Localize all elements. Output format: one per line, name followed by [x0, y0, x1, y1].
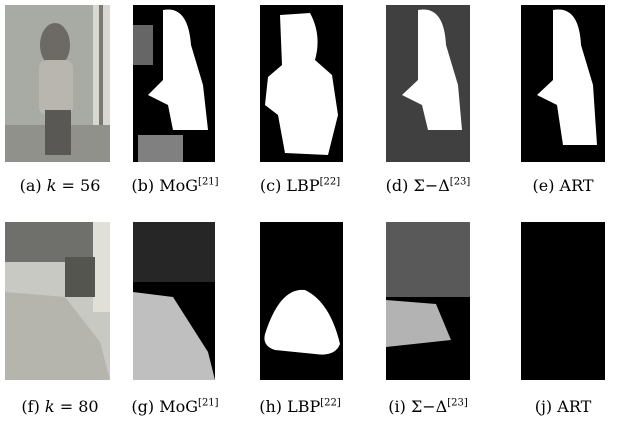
caption: (f) k = 80 — [21, 397, 98, 416]
caption-citation: [22] — [320, 177, 341, 188]
mask-image — [386, 5, 470, 162]
caption-citation: [21] — [198, 177, 219, 188]
caption: (e) ART — [532, 176, 593, 195]
caption: (d) Σ−Δ[23] — [386, 176, 471, 195]
caption: (b) MoG[21] — [131, 176, 218, 195]
caption-text: = 80 — [60, 397, 99, 416]
caption: (i) Σ−Δ[23] — [388, 397, 468, 416]
caption-citation: [23] — [447, 398, 468, 409]
caption-label: (e) — [532, 176, 554, 195]
caption: (j) ART — [535, 397, 592, 416]
caption-label: (i) — [388, 397, 406, 416]
caption-text: LBP — [286, 176, 319, 195]
mask-image — [133, 222, 215, 380]
mask-image — [260, 222, 343, 380]
caption-text: ART — [557, 397, 591, 416]
caption-label: (d) — [386, 176, 409, 195]
mask-image — [386, 222, 470, 380]
caption-label: (f) — [21, 397, 39, 416]
caption-text: LBP — [287, 397, 320, 416]
mask-image — [260, 5, 343, 162]
frame-image — [5, 222, 110, 380]
caption: (g) MoG[21] — [131, 397, 218, 416]
caption-label: (c) — [260, 176, 281, 195]
caption-label: (b) — [131, 176, 154, 195]
caption: (c) LBP[22] — [260, 176, 340, 195]
caption: (h) LBP[22] — [259, 397, 341, 416]
caption-label: (g) — [131, 397, 154, 416]
caption-text: MoG — [159, 176, 198, 195]
caption-label: (h) — [259, 397, 282, 416]
caption-text: MoG — [159, 397, 198, 416]
caption-citation: [23] — [450, 177, 471, 188]
caption-variable: k — [45, 397, 55, 416]
frame-image — [5, 5, 110, 162]
caption: (a) k = 56 — [20, 176, 101, 195]
caption-citation: [22] — [320, 398, 341, 409]
figure: (a) k = 56(b) MoG[21](c) LBP[22](d) Σ−Δ[… — [0, 0, 625, 421]
caption-label: (j) — [535, 397, 552, 416]
caption-text: = 56 — [62, 176, 101, 195]
caption-citation: [21] — [198, 398, 219, 409]
mask-image — [521, 222, 605, 380]
mask-image — [521, 5, 605, 162]
caption-text: ART — [560, 176, 594, 195]
caption-text: Σ−Δ — [411, 397, 447, 416]
mask-image — [133, 5, 215, 162]
caption-variable: k — [47, 176, 57, 195]
caption-text: Σ−Δ — [414, 176, 450, 195]
caption-label: (a) — [20, 176, 42, 195]
